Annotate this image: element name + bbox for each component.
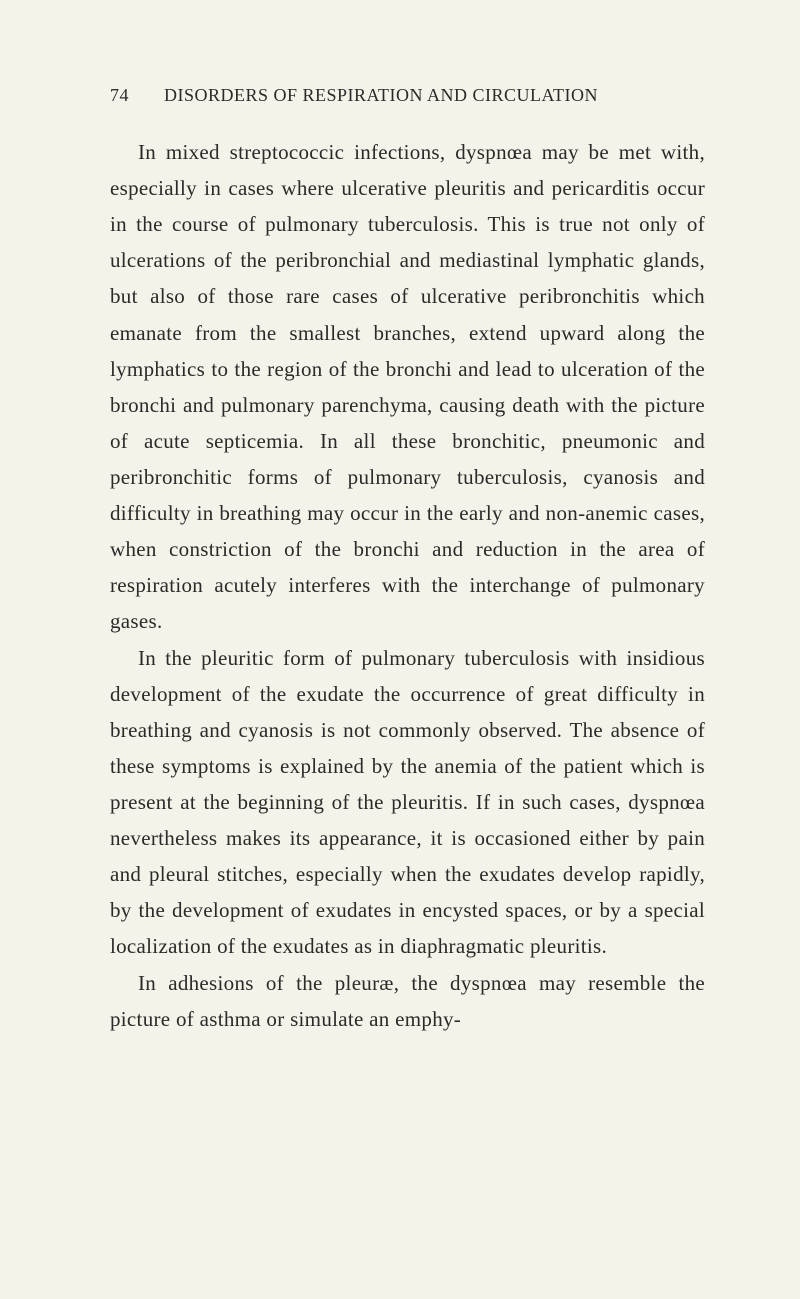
body-text: In mixed streptococcic infections, dyspn… [110, 134, 705, 1037]
paragraph: In adhesions of the pleuræ, the dyspnœa … [110, 965, 705, 1037]
page-number: 74 [110, 85, 129, 106]
paragraph: In mixed streptococcic infections, dyspn… [110, 134, 705, 640]
header-title: DISORDERS OF RESPIRATION AND CIRCULATION [164, 85, 598, 106]
paragraph: In the pleuritic form of pulmonary tuber… [110, 640, 705, 965]
page-header: 74 DISORDERS OF RESPIRATION AND CIRCULAT… [110, 85, 705, 106]
